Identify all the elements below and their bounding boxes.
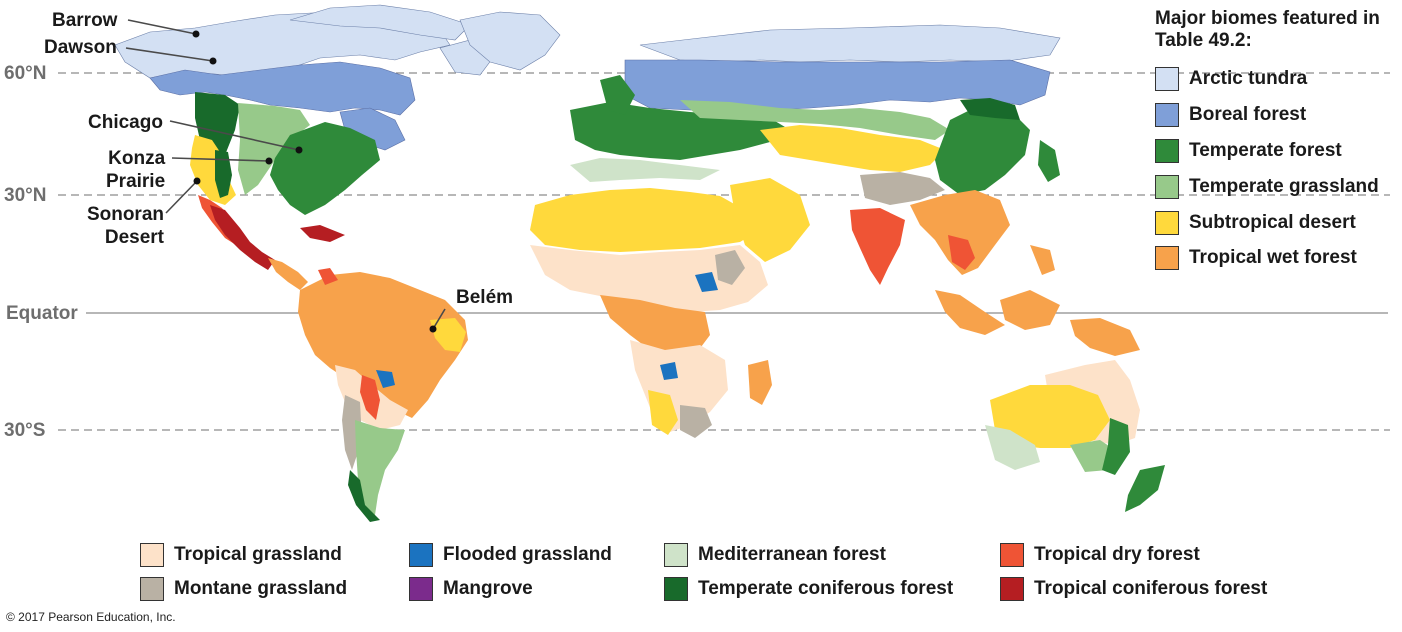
sonoran-line-2: Desert (104, 227, 164, 248)
legend-swatch (1155, 139, 1179, 163)
legend-label: Tropical dry forest (1034, 544, 1200, 565)
legend-swatch (1155, 246, 1179, 270)
location-label-belem: Belém (456, 287, 514, 308)
legend-swatch (1155, 103, 1179, 127)
legend-swatch (140, 543, 164, 567)
southeast-asia (935, 245, 1140, 356)
legend-swatch (140, 577, 164, 601)
legend-swatch (1155, 175, 1179, 199)
legend-swatch (664, 543, 688, 567)
lat-label-30s: 30°S (4, 420, 46, 441)
legend-item: Tropical grassland (140, 542, 342, 568)
legend-label: Mangrove (443, 578, 533, 599)
location-label-chicago: Chicago (88, 112, 163, 133)
legend-item: Montane grassland (140, 576, 347, 602)
legend-label: Tropical coniferous forest (1034, 578, 1268, 599)
legend-label: Tropical wet forest (1189, 247, 1357, 268)
legend-swatch (1155, 211, 1179, 235)
eurasia (570, 24, 1061, 285)
legend-label: Temperate forest (1189, 140, 1342, 161)
lat-label-60n: 60°N (4, 63, 47, 84)
legend-item: Temperate forest (1155, 138, 1342, 164)
lat-label-equator: Equator (6, 303, 78, 324)
legend-item: Subtropical desert (1155, 210, 1356, 236)
location-label-dawson: Dawson (44, 37, 117, 58)
lat-label-30n: 30°N (4, 185, 47, 206)
legend-label: Arctic tundra (1189, 68, 1308, 89)
legend-title: Major biomes featured in Table 49.2: (1155, 8, 1380, 51)
legend-swatch (1000, 543, 1024, 567)
legend-item: Tropical coniferous forest (1000, 576, 1267, 602)
south-america (298, 268, 468, 522)
legend-item: Mediterranean forest (664, 542, 886, 568)
konza-line-2: Prairie (106, 171, 166, 192)
copyright-credit: © 2017 Pearson Education, Inc. (6, 610, 176, 624)
legend-swatch (664, 577, 688, 601)
legend-swatch (1155, 67, 1179, 91)
africa (530, 178, 810, 438)
legend-swatch (409, 543, 433, 567)
legend-item: Boreal forest (1155, 102, 1306, 128)
legend-item: Mangrove (409, 576, 533, 602)
legend-item: Arctic tundra (1155, 66, 1307, 92)
legend-label: Boreal forest (1189, 104, 1307, 125)
location-label-sonoran: Sonoran Desert (78, 203, 164, 249)
location-label-barrow: Barrow (52, 10, 118, 31)
legend-label: Montane grassland (174, 578, 348, 599)
legend-label: Temperate grassland (1189, 176, 1379, 197)
legend-label: Temperate coniferous forest (698, 578, 954, 599)
sonoran-line-1: Sonoran (86, 204, 164, 225)
legend-swatch (1000, 577, 1024, 601)
legend-item: Temperate grassland (1155, 174, 1379, 200)
australia (985, 360, 1165, 512)
legend-item: Tropical wet forest (1155, 245, 1357, 271)
legend-label: Subtropical desert (1189, 212, 1356, 233)
location-label-konza: Konza Prairie (106, 147, 165, 193)
legend-label: Tropical grassland (174, 544, 342, 565)
legend-item: Tropical dry forest (1000, 542, 1200, 568)
legend-item: Temperate coniferous forest (664, 576, 953, 602)
konza-line-1: Konza (108, 148, 166, 169)
legend-label: Flooded grassland (443, 544, 612, 565)
legend-item: Flooded grassland (409, 542, 612, 568)
north-america (114, 4, 561, 290)
legend-label: Mediterranean forest (698, 544, 886, 565)
legend-swatch (409, 577, 433, 601)
